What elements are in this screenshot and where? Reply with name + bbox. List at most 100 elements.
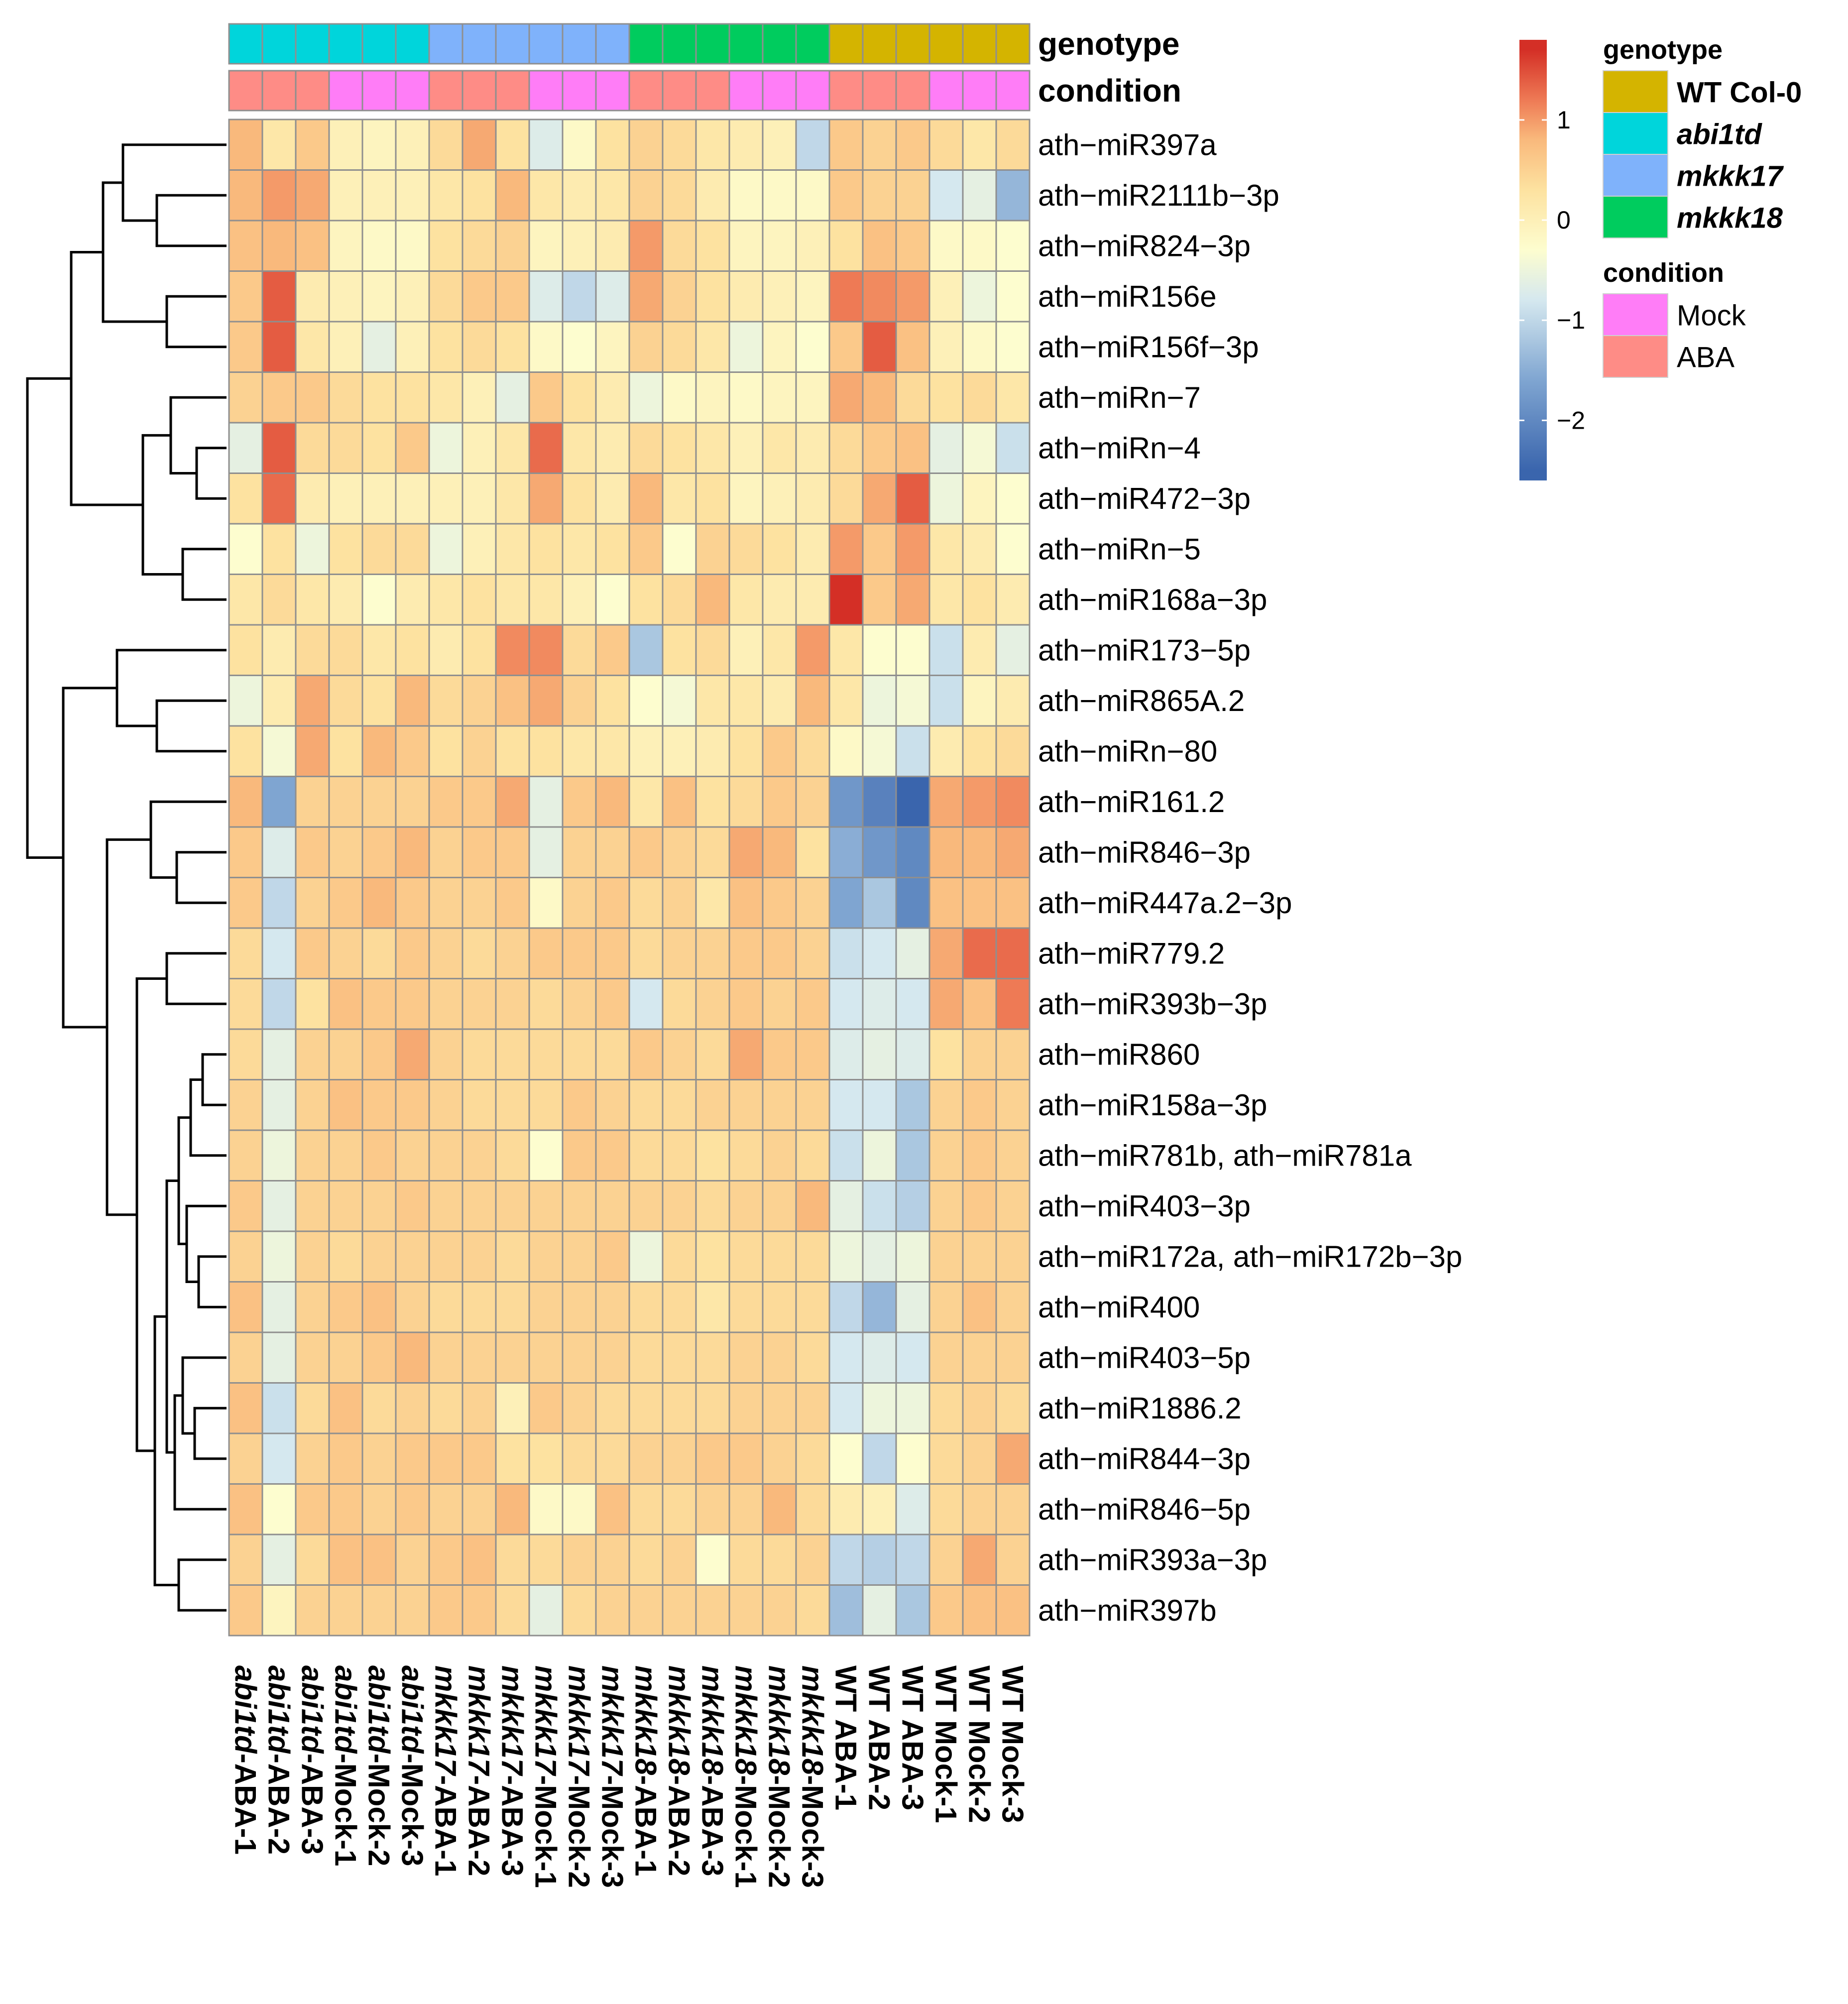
heatmap-cell — [695, 371, 730, 424]
heatmap-cell — [528, 1281, 564, 1333]
heatmap-cell — [528, 118, 564, 171]
heatmap-cell — [261, 1533, 297, 1586]
heatmap-cell — [462, 472, 497, 525]
heatmap-cell — [995, 270, 1031, 323]
heatmap-cell — [928, 1079, 964, 1131]
heatmap-cell — [361, 826, 397, 878]
heatmap-cell — [795, 877, 830, 929]
heatmap-cell — [528, 371, 564, 424]
heatmap-cell — [562, 169, 597, 222]
heatmap-cell — [762, 1584, 797, 1637]
heatmap-cell — [695, 1432, 730, 1485]
heatmap-cell — [428, 675, 463, 727]
heatmap-cell — [862, 1533, 897, 1586]
heatmap-cell — [862, 1129, 897, 1181]
heatmap-cell — [562, 574, 597, 626]
row-label: ath−miR846−3p — [1038, 835, 1251, 869]
heatmap-cell — [528, 776, 564, 828]
heatmap-cell — [495, 574, 530, 626]
heatmap-cell — [895, 523, 930, 575]
heatmap-cell — [962, 1281, 997, 1333]
heatmap-cell — [862, 1382, 897, 1434]
color-scale-bar — [1519, 40, 1547, 480]
heatmap-cell — [295, 169, 330, 222]
heatmap-cell — [562, 978, 597, 1030]
heatmap-cell — [295, 1230, 330, 1283]
heatmap-cell — [895, 574, 930, 626]
heatmap-cell — [462, 725, 497, 777]
heatmap-cell — [528, 1129, 564, 1181]
heatmap-cell — [562, 624, 597, 676]
heatmap-cell — [862, 523, 897, 575]
heatmap-cell — [962, 1180, 997, 1232]
heatmap-cell — [628, 1584, 664, 1637]
heatmap-cell — [261, 624, 297, 676]
heatmap-cell — [228, 1028, 263, 1080]
heatmap-cell — [495, 927, 530, 979]
heatmap-cell — [428, 1584, 463, 1637]
heatmap-cell — [928, 472, 964, 525]
heatmap-cell — [495, 321, 530, 373]
column-label: mkkk17-ABA-3 — [496, 1665, 529, 1877]
heatmap-cell — [762, 523, 797, 575]
heatmap-cell — [328, 371, 363, 424]
heatmap-cell — [295, 725, 330, 777]
heatmap-cell — [562, 725, 597, 777]
heatmap-cell — [595, 725, 630, 777]
heatmap-cell — [795, 1079, 830, 1131]
heatmap-cell — [828, 270, 864, 323]
row-label: ath−miR168a−3p — [1038, 583, 1267, 616]
heatmap-cell — [762, 118, 797, 171]
heatmap-cell — [828, 1382, 864, 1434]
heatmap-cell — [695, 321, 730, 373]
heatmap-cell — [295, 1432, 330, 1485]
heatmap-cell — [662, 1483, 697, 1535]
heatmap-cell — [295, 1281, 330, 1333]
heatmap-cell — [428, 1079, 463, 1131]
heatmap-cell — [428, 1230, 463, 1283]
heatmap-cell — [328, 472, 363, 525]
heatmap-cell — [528, 1079, 564, 1131]
heatmap-cell — [395, 776, 430, 828]
heatmap-cell — [962, 118, 997, 171]
heatmap-cell — [895, 1281, 930, 1333]
heatmap-cell — [328, 1584, 363, 1637]
heatmap-cell — [928, 1432, 964, 1485]
heatmap-cell — [662, 118, 697, 171]
heatmap-cell — [462, 978, 497, 1030]
heatmap-cell — [228, 321, 263, 373]
heatmap-cell — [728, 978, 764, 1030]
heatmap-cell — [828, 574, 864, 626]
heatmap-cell — [428, 1028, 463, 1080]
heatmap-cell — [595, 927, 630, 979]
heatmap-cell — [962, 1483, 997, 1535]
heatmap-cell — [928, 927, 964, 979]
heatmap-cell — [562, 877, 597, 929]
heatmap-cell — [728, 1079, 764, 1131]
heatmap-cell — [962, 422, 997, 474]
heatmap-cell — [662, 1079, 697, 1131]
heatmap-cell — [261, 927, 297, 979]
heatmap-cell — [495, 523, 530, 575]
heatmap-cell — [261, 371, 297, 424]
heatmap-cell — [261, 1331, 297, 1384]
heatmap-cell — [995, 1230, 1031, 1283]
heatmap-cell — [462, 523, 497, 575]
heatmap-cell — [862, 169, 897, 222]
heatmap-cell — [862, 776, 897, 828]
column-label: mkkk18-ABA-3 — [696, 1665, 729, 1877]
heatmap-cell — [295, 422, 330, 474]
heatmap-cell — [928, 1533, 964, 1586]
heatmap-cell — [261, 422, 297, 474]
column-label-genotype: mkkk17 — [429, 1665, 462, 1776]
heatmap-cell — [895, 1028, 930, 1080]
heatmap-cell — [395, 1331, 430, 1384]
heatmap-cell — [562, 776, 597, 828]
heatmap-cell — [962, 725, 997, 777]
heatmap-cell — [695, 927, 730, 979]
heatmap-cell — [361, 1129, 397, 1181]
row-label: ath−miR172a, ath−miR172b−3p — [1038, 1240, 1462, 1273]
heatmap-cell — [462, 1533, 497, 1586]
heatmap-cell — [462, 1382, 497, 1434]
column-label: mkkk17-Mock-1 — [529, 1665, 563, 1888]
